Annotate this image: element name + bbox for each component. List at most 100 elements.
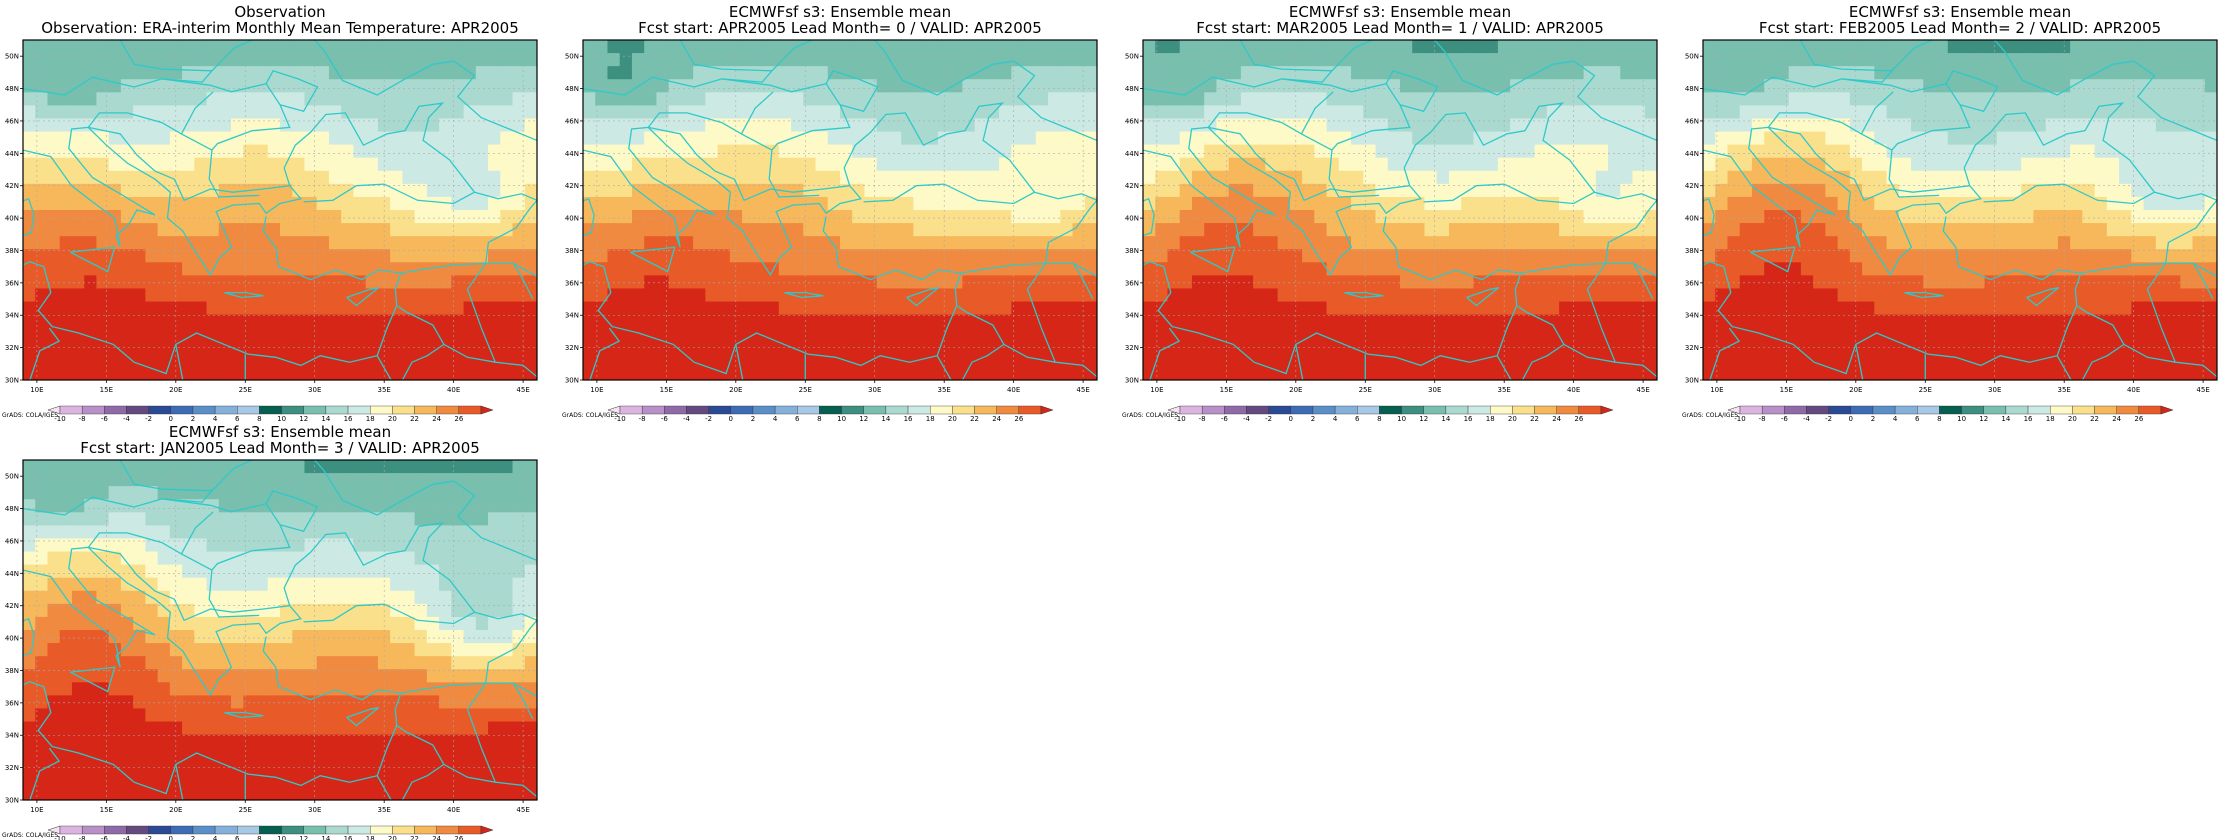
field-cell <box>717 183 731 198</box>
field-cell <box>717 118 731 133</box>
coastline <box>721 70 773 83</box>
field-cell <box>631 366 645 380</box>
field-cell <box>1886 170 1900 185</box>
field-cell <box>840 223 853 237</box>
field-cell <box>1302 118 1315 133</box>
field-cell <box>1947 105 1961 120</box>
field-cell <box>1911 92 1924 106</box>
field-cell <box>607 157 621 172</box>
field-cell <box>1886 92 1900 106</box>
field-cell <box>1764 53 1778 67</box>
field-cell <box>1035 170 1049 185</box>
field-cell <box>414 144 428 159</box>
field-cell <box>500 79 514 93</box>
field-cell <box>815 66 829 80</box>
field-cell <box>1522 210 1536 224</box>
field-cell <box>754 66 768 80</box>
field-cell <box>1387 105 1401 120</box>
field-cell <box>231 314 244 329</box>
field-cell <box>1060 157 1074 172</box>
field-cell <box>390 196 403 211</box>
field-cell <box>1060 353 1074 368</box>
field-cell <box>120 131 134 146</box>
field-cell <box>1448 66 1462 80</box>
field-cell <box>1179 366 1193 380</box>
coastline <box>23 76 291 151</box>
field-cell <box>377 66 391 80</box>
field-cell <box>1727 275 1741 290</box>
coastline <box>1703 76 1971 151</box>
field-cell <box>35 512 49 526</box>
field-cell <box>292 249 306 263</box>
field-cell <box>1595 105 1609 120</box>
field-cell <box>1167 157 1181 172</box>
field-cell <box>524 262 537 276</box>
field-cell <box>47 525 61 540</box>
field-cell <box>1788 301 1802 316</box>
field-cell <box>341 275 355 290</box>
field-cell <box>2168 53 2181 67</box>
field-cell <box>1011 40 1025 54</box>
field-cell <box>1984 53 1998 67</box>
field-cell <box>304 236 318 250</box>
map-panel-4: ECMWFsf s3: Ensemble mean Fcst start: FEB… <box>1680 0 2240 423</box>
field-cell <box>1764 366 1778 380</box>
field-cell <box>1972 366 1986 380</box>
field-cell <box>96 66 110 80</box>
field-cell <box>1715 275 1729 290</box>
field-cell <box>2119 118 2132 133</box>
field-cell <box>1240 301 1254 316</box>
field-cell <box>194 79 208 93</box>
lat-tick-label: 50N <box>1685 53 1699 61</box>
field-cell <box>595 53 609 67</box>
field-cell <box>2119 157 2132 172</box>
field-cell <box>1522 275 1536 290</box>
field-cell <box>1559 236 1572 250</box>
coastline <box>23 197 35 237</box>
field-cell <box>328 144 342 159</box>
field-cell <box>1302 301 1315 316</box>
field-cell <box>1473 288 1487 303</box>
field-cell <box>766 92 780 106</box>
field-cell <box>71 262 85 276</box>
field-cell <box>1289 366 1303 380</box>
colorbar: -10 -8 -6 -4 -2 0 2 4 6 8 10 12 14 16 18 20 22 24 26 <box>1167 405 1614 423</box>
field-cell <box>463 223 477 237</box>
field-cell <box>1179 249 1193 263</box>
field-cell <box>1849 170 1863 185</box>
map-panel-3: ECMWFsf s3: Ensemble mean Fcst start: MAR… <box>1120 0 1680 423</box>
field-cell <box>1191 223 1205 237</box>
field-cell <box>1155 236 1169 250</box>
field-cell <box>2131 314 2145 329</box>
field-cell <box>47 643 61 657</box>
field-cell <box>47 603 61 618</box>
field-cell <box>1546 196 1560 211</box>
field-cell <box>864 118 878 133</box>
field-cell <box>974 92 988 106</box>
field-cell <box>1510 196 1523 211</box>
field-cell <box>1191 196 1205 211</box>
field-cell <box>815 131 829 146</box>
field-cell <box>231 53 244 67</box>
field-cell <box>1253 183 1266 198</box>
field-cell <box>1412 275 1426 290</box>
field-cell <box>133 40 146 54</box>
field-cell <box>231 196 244 211</box>
field-cell <box>766 66 780 80</box>
lat-tick-label: 48N <box>1685 85 1699 93</box>
field-cell <box>255 327 269 342</box>
field-cell <box>23 551 36 566</box>
field-cell <box>1510 353 1523 368</box>
lat-tick-label: 50N <box>1125 53 1139 61</box>
field-cell <box>595 288 609 303</box>
field-cell <box>71 223 85 237</box>
field-cell <box>2033 249 2047 263</box>
field-cell <box>1048 236 1061 250</box>
field-cell <box>1461 288 1475 303</box>
field-cell <box>1485 79 1499 93</box>
field-cell <box>925 249 939 263</box>
field-cell <box>1776 301 1790 316</box>
field-cell <box>1011 262 1025 276</box>
field-cell <box>512 314 526 329</box>
